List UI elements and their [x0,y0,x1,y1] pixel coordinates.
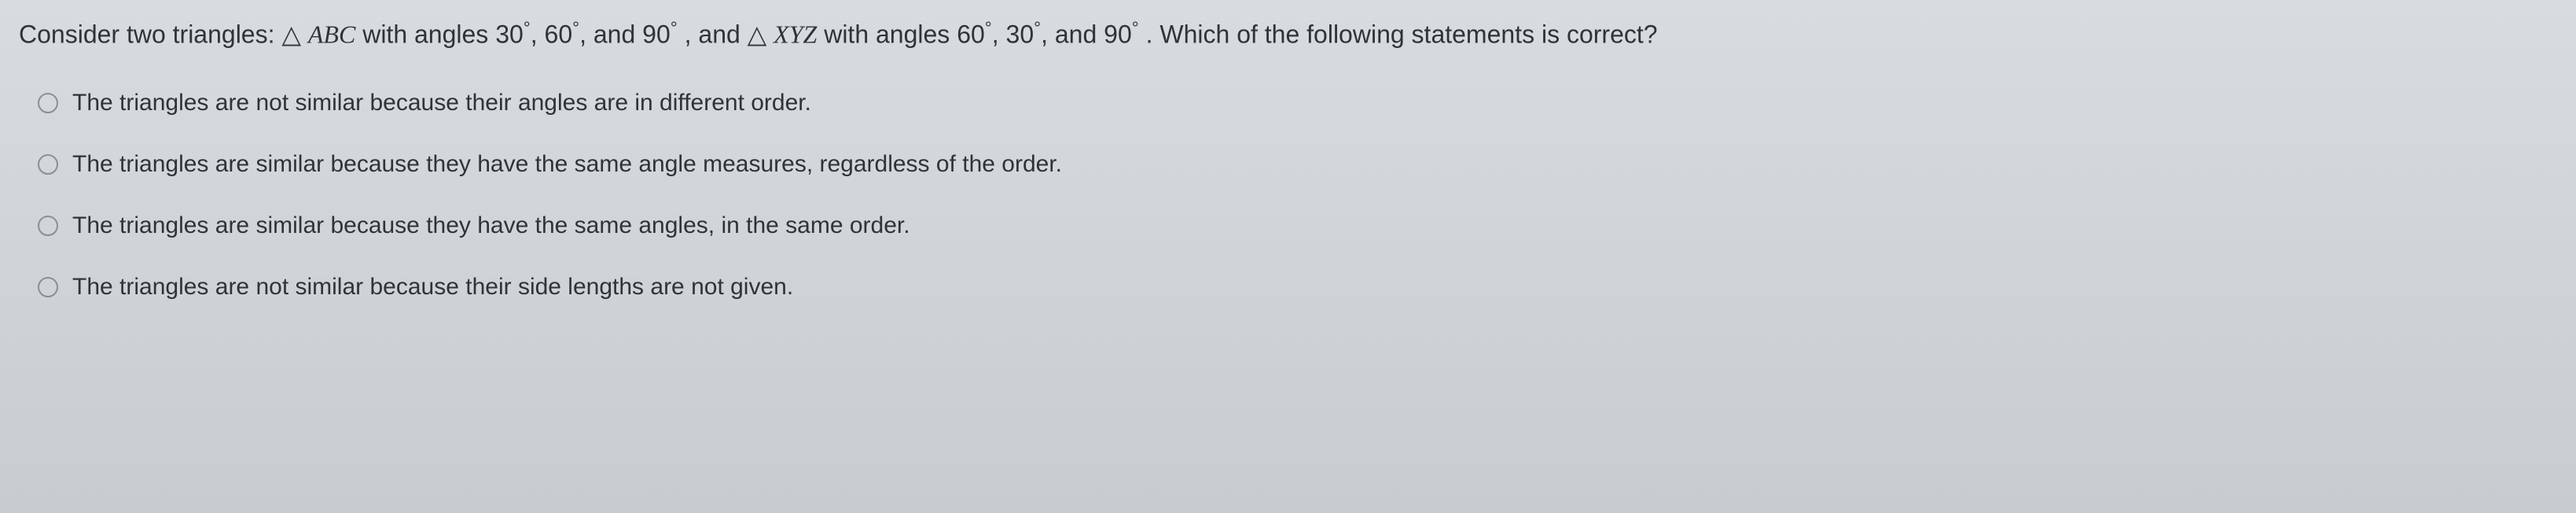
radio-button[interactable] [38,216,58,236]
angle-6: 90 [1104,20,1132,49]
triangle-name-1: ABC [308,20,355,49]
degree-2: ° [572,18,579,38]
angle-4: 60 [957,20,985,49]
angle-1: 30 [495,20,524,49]
option-text: The triangles are similar because they h… [72,212,910,239]
angle-3: 90 [642,20,671,49]
option-text: The triangles are not similar because th… [72,274,793,301]
degree-3: ° [671,18,678,38]
degree-4: ° [985,18,992,38]
degree-6: ° [1132,18,1139,38]
and-text: , and [685,20,748,49]
question-suffix: . Which of the following statements is c… [1146,20,1658,49]
option-row[interactable]: The triangles are similar because they h… [38,151,2557,178]
question-prefix: Consider two triangles: [19,20,281,49]
angle-2: 60 [545,20,573,49]
radio-button[interactable] [38,93,58,113]
option-row[interactable]: The triangles are similar because they h… [38,212,2557,239]
option-text: The triangles are not similar because th… [72,90,811,116]
degree-1: ° [524,18,531,38]
option-row[interactable]: The triangles are not similar because th… [38,274,2557,301]
question-text: Consider two triangles: △ ABC with angle… [19,16,2557,52]
degree-5: ° [1034,18,1041,38]
options-container: The triangles are not similar because th… [19,90,2557,301]
option-text: The triangles are similar because they h… [72,151,1062,178]
triangle-symbol-1: △ [281,20,301,49]
with-angles-text-1: with angles [362,20,495,49]
radio-button[interactable] [38,154,58,175]
triangle-name-2: XYZ [774,20,817,49]
triangle-symbol-2: △ [748,20,767,49]
option-row[interactable]: The triangles are not similar because th… [38,90,2557,116]
angle-5: 30 [1006,20,1034,49]
with-angles-text-2: with angles [824,20,957,49]
radio-button[interactable] [38,277,58,297]
